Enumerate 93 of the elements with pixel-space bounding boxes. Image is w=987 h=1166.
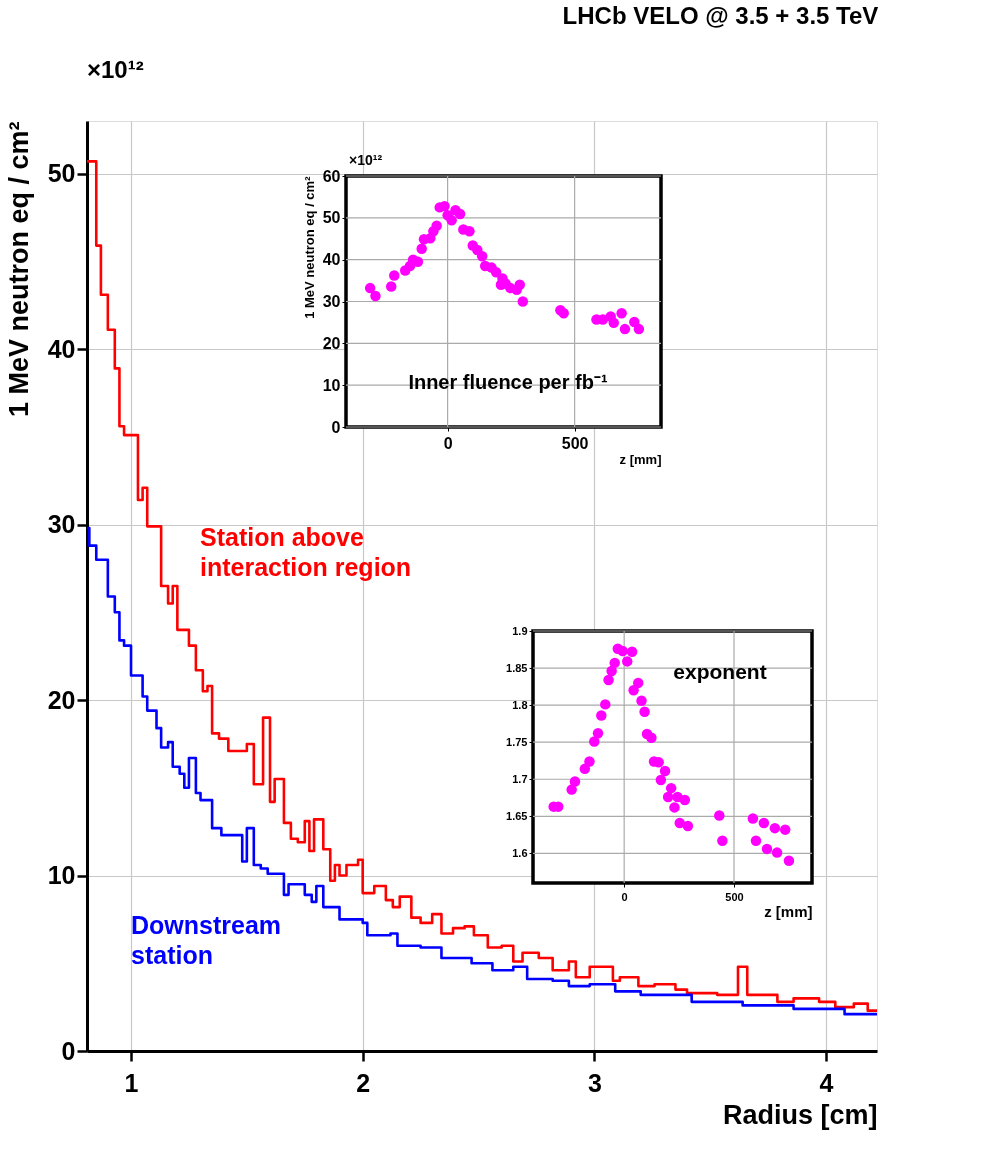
annotation: ×10¹² <box>349 152 383 168</box>
y-tick-label: 10 <box>322 376 341 394</box>
point <box>600 699 611 710</box>
point <box>628 685 639 696</box>
point <box>389 270 400 281</box>
point <box>454 208 466 220</box>
y-tick-label: 1.9 <box>512 624 528 637</box>
y-tick-label: 30 <box>322 293 341 310</box>
point <box>714 810 725 821</box>
point <box>569 776 581 787</box>
point <box>769 822 781 834</box>
point <box>779 824 791 835</box>
x-tick-label: 2 <box>356 1068 371 1097</box>
point <box>617 645 628 657</box>
series-label: Downstream station <box>131 911 282 969</box>
point <box>674 817 685 829</box>
y-tick-label: 60 <box>322 167 341 185</box>
y-tick-label: 1.6 <box>512 846 528 859</box>
y-axis-title: 1 MeV neutron eq / cm² <box>301 175 317 319</box>
point <box>589 736 600 747</box>
x-tick-label: 500 <box>725 890 744 903</box>
point <box>632 677 644 689</box>
point <box>758 817 770 829</box>
point <box>584 756 595 767</box>
point <box>636 695 647 706</box>
point <box>364 282 376 294</box>
point <box>490 266 502 278</box>
point <box>370 290 381 302</box>
y-tick-label: 10 <box>47 861 76 890</box>
point <box>619 323 631 335</box>
y-tick-label: 50 <box>322 209 341 227</box>
point <box>517 296 529 307</box>
point <box>609 657 620 669</box>
point <box>476 251 488 262</box>
point <box>439 200 450 212</box>
point <box>750 835 762 846</box>
y-tick-label: 1.75 <box>506 735 528 748</box>
point <box>596 710 607 721</box>
x-axis-title: Radius [cm] <box>722 1099 878 1130</box>
point <box>747 813 759 824</box>
y-tick-label: 40 <box>322 251 341 269</box>
point <box>665 782 677 794</box>
point <box>592 728 604 739</box>
point <box>385 281 397 292</box>
point <box>446 215 457 226</box>
x-tick-label: 4 <box>819 1068 834 1097</box>
point <box>646 732 657 743</box>
point <box>626 646 638 657</box>
y-tick-label: 30 <box>47 510 76 539</box>
y-axis-title: 1 MeV neutron eq / cm² <box>3 121 34 418</box>
y-tick-label: 20 <box>322 334 341 352</box>
point <box>566 784 577 795</box>
point <box>603 674 614 686</box>
y-tick-label: 1.8 <box>512 698 528 711</box>
point <box>682 820 694 832</box>
x-axis-title: z [mm] <box>764 902 813 920</box>
y-tick-label: 1.7 <box>512 772 528 785</box>
point <box>669 802 680 813</box>
point <box>783 855 795 866</box>
point <box>771 847 783 858</box>
point <box>416 243 427 255</box>
point <box>431 220 442 232</box>
y-tick-label: 40 <box>47 334 76 363</box>
point <box>717 835 728 846</box>
point <box>616 307 627 319</box>
point <box>579 763 591 775</box>
x-tick-label: 500 <box>561 434 589 452</box>
y-tick-label: 1.85 <box>506 661 528 674</box>
point <box>662 791 674 803</box>
y-tick-label: 1.65 <box>506 809 528 822</box>
x-tick-label: 1 <box>124 1068 139 1097</box>
point <box>622 656 633 667</box>
series-label: Station above interaction region <box>200 523 412 581</box>
y-tick-label: 50 <box>47 159 76 188</box>
point <box>761 843 773 855</box>
point <box>639 706 650 718</box>
y-tick-label: 0 <box>331 418 341 436</box>
point <box>655 774 667 786</box>
annotation: exponent <box>673 660 767 683</box>
y-tick-label: 20 <box>47 685 76 714</box>
y-tick-label: 0 <box>61 1036 76 1065</box>
chart-title: LHCb VELO @ 3.5 + 3.5 TeV <box>562 2 879 29</box>
annotation: Inner fluence per fb⁻¹ <box>408 371 608 393</box>
x-tick-label: 3 <box>587 1068 602 1097</box>
x-axis-title: z [mm] <box>619 451 662 467</box>
point <box>659 765 671 777</box>
point <box>633 323 645 335</box>
point <box>514 279 525 290</box>
point <box>679 794 691 806</box>
point <box>464 225 475 237</box>
text: ×10¹² <box>87 56 144 83</box>
point <box>606 665 617 677</box>
point <box>608 317 619 329</box>
